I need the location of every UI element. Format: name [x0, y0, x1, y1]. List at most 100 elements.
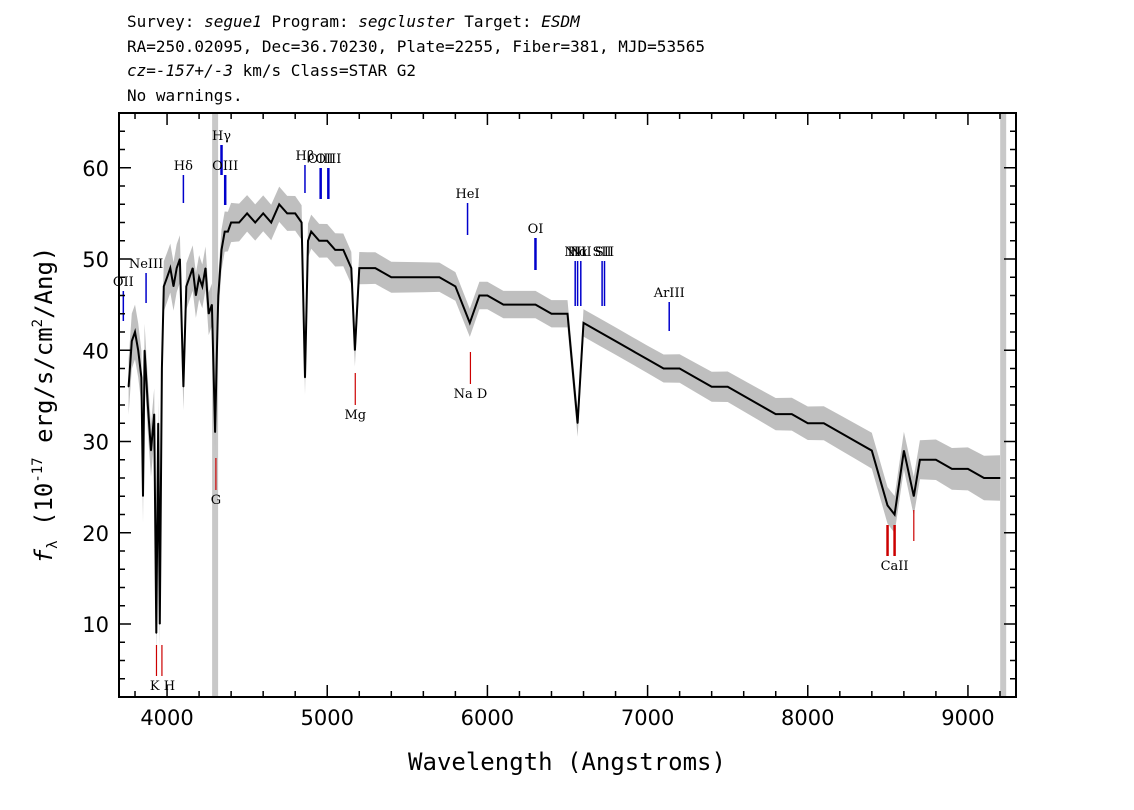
flux-point: [839, 431, 841, 433]
flux-series: [127, 202, 1001, 634]
emission-line-label: OI: [528, 222, 544, 237]
emission-line-label: SII: [593, 245, 612, 260]
emission-line-label: OIII: [308, 152, 334, 167]
flux-point: [967, 468, 969, 470]
flux-point: [438, 276, 440, 278]
x-tick-label: 9000: [941, 706, 994, 730]
y-axis-exponent: -17: [30, 457, 46, 482]
survey-label: Survey:: [127, 12, 195, 31]
flux-point: [727, 386, 729, 388]
flux-point: [422, 276, 424, 278]
flux-point: [358, 267, 360, 269]
flux-point: [951, 468, 953, 470]
x-tick-label: 7000: [621, 706, 674, 730]
flux-point: [390, 276, 392, 278]
flux-point: [134, 331, 136, 333]
y-tick-label: 30: [82, 431, 109, 455]
spectrum-header: Survey: segue1 Program: segcluster Targe…: [127, 10, 705, 108]
flux-point: [220, 249, 223, 251]
flux-point: [128, 386, 130, 388]
y-axis-subscript: λ: [45, 540, 61, 548]
flux-point: [534, 304, 537, 306]
flux-point: [679, 367, 681, 370]
flux-point: [366, 267, 368, 269]
flux-point: [137, 349, 139, 351]
y-axis-unit-open: (10: [30, 483, 58, 541]
flux-point: [350, 267, 352, 269]
flux-point: [903, 450, 905, 452]
y-axis-unit-mid: erg/s/cm: [30, 327, 58, 457]
flux-point: [159, 623, 161, 625]
flux-point: [270, 221, 272, 224]
emission-line-label: NII: [570, 245, 592, 260]
x-tick-label: 6000: [461, 706, 514, 730]
absorption-line-label: Na D: [454, 387, 488, 402]
flux-point: [216, 358, 218, 360]
program-label: Program:: [271, 12, 349, 31]
absorption-line-label: Mg: [344, 408, 366, 423]
flux-point: [695, 377, 697, 379]
flux-point: [502, 304, 504, 306]
flux-point: [150, 450, 152, 452]
flux-point: [647, 358, 649, 360]
flux-point: [478, 294, 480, 297]
flux-point: [153, 413, 155, 415]
flux-point: [179, 258, 181, 260]
flux-point: [318, 240, 320, 242]
flux-point: [598, 331, 601, 333]
flux-point: [157, 422, 159, 424]
flux-point: [807, 422, 809, 424]
flux-point: [919, 459, 921, 461]
flux-point: [307, 240, 309, 242]
y-axis-unit-end: /Ang): [30, 247, 58, 319]
flux-point: [550, 313, 553, 315]
y-axis-symbol: f: [30, 548, 58, 563]
flux-point: [211, 304, 213, 306]
emission-line-label: Hα: [568, 245, 588, 260]
flux-point: [935, 459, 937, 461]
flux-point: [201, 285, 203, 287]
flux-point: [711, 386, 713, 388]
flux-point: [254, 221, 256, 224]
flux-point: [147, 404, 149, 406]
flux-point: [294, 212, 296, 214]
flux-point: [131, 340, 133, 342]
emission-line-label: Hβ: [296, 149, 315, 164]
flux-point: [855, 440, 857, 443]
redshift-value: cz=-157+/-3: [127, 61, 233, 80]
flux-point: [246, 212, 248, 214]
flux-point: [354, 349, 356, 351]
flux-point: [615, 340, 617, 342]
flux-point: [894, 513, 896, 516]
x-tick-label: 8000: [781, 706, 834, 730]
flux-point: [518, 304, 521, 306]
emission-line-label: OIII: [315, 152, 341, 167]
header-line-coordinates: RA=250.02095, Dec=36.70230, Plate=2255, …: [127, 36, 705, 56]
flux-point: [176, 267, 178, 269]
flux-point: [334, 249, 336, 251]
header-line-warnings: No warnings.: [127, 85, 243, 105]
error-band: [128, 186, 1001, 659]
flux-point: [342, 249, 344, 251]
flux-point: [406, 276, 408, 278]
y-tick-label: 40: [82, 339, 109, 363]
flux-point: [759, 404, 761, 406]
flux-point: [224, 231, 226, 233]
flux-point: [469, 322, 471, 324]
y-tick-label: 10: [82, 613, 109, 637]
flux-point: [886, 504, 889, 506]
target-label: Target:: [464, 12, 532, 31]
flux-point: [140, 377, 142, 379]
flux-point: [374, 267, 376, 269]
flux-point: [310, 231, 312, 233]
flux-point: [155, 632, 157, 634]
flux-point: [169, 267, 171, 269]
y-tick-label: 20: [82, 522, 109, 546]
flux-point: [663, 367, 665, 370]
flux-point: [631, 349, 633, 351]
svg-text:fλ (10-17 erg/s/cm2/Ang): fλ (10-17 erg/s/cm2/Ang): [30, 247, 61, 564]
survey-value: segue1: [204, 12, 262, 31]
flux-point: [301, 221, 303, 224]
